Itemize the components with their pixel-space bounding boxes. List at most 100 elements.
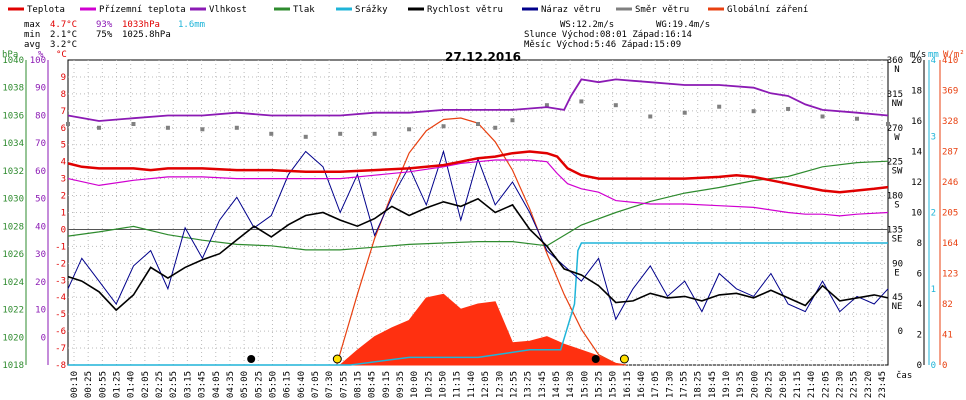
temperature-tick-label: -5 <box>55 310 66 320</box>
direction-point <box>613 103 618 108</box>
stats-hum-min: 75% <box>96 30 113 40</box>
hpa-tick-label: 1030 <box>2 195 24 205</box>
x-tick-label: 12:30 <box>495 371 505 398</box>
info-ws: WS:12.2m/s <box>560 20 614 30</box>
compass-label: NE <box>892 302 903 312</box>
humidity-tick-label: 100 <box>30 56 46 66</box>
ground-temperature-line <box>67 159 889 217</box>
x-tick-label: 10:00 <box>410 371 420 398</box>
x-tick-label: 16:15 <box>623 371 633 398</box>
compass-label: SW <box>892 167 903 177</box>
wind-speed-tick-label: 18 <box>911 87 922 97</box>
wind-unit-label: m/s <box>910 50 926 60</box>
direction-point <box>303 134 308 139</box>
radiation-max-line <box>336 117 627 366</box>
direction-point <box>338 131 343 136</box>
temperature-tick-label: 1 <box>61 209 66 219</box>
radiation-tick-label: 0 <box>942 361 947 371</box>
direction-point <box>200 127 205 132</box>
temperature-tick-label: -8 <box>55 361 66 371</box>
wind-speed-tick-label: 16 <box>911 117 922 127</box>
legend-label: Směr větru <box>635 5 689 15</box>
temperature-tick-label: -1 <box>55 242 66 252</box>
x-tick-label: 21:15 <box>793 371 803 398</box>
stats-press-max: 1033hPa <box>122 20 160 30</box>
x-tick-label: 03:15 <box>183 371 193 398</box>
radiation-tick-label: 410 <box>942 56 958 66</box>
radiation-tick-label: 205 <box>942 209 958 219</box>
compass-label: S <box>894 201 899 211</box>
time-axis-label: čas <box>896 370 912 381</box>
x-tick-label: 18:45 <box>708 371 718 398</box>
direction-point <box>493 125 498 130</box>
direction-tick-label: 45 <box>892 293 903 303</box>
direction-point <box>476 122 480 127</box>
stats-avg-label: avg <box>24 40 40 50</box>
direction-point <box>234 125 239 130</box>
x-tick-label: 00:10 <box>70 371 80 398</box>
wind-speed-tick-label: 14 <box>911 148 922 158</box>
hpa-tick-label: 1036 <box>2 111 24 121</box>
stats-temp-avg: 3.2°C <box>50 40 77 50</box>
wind-speed-tick-label: 2 <box>917 331 922 341</box>
direction-point <box>820 114 825 119</box>
sunset-marker <box>619 354 629 364</box>
hpa-tick-label: 1026 <box>2 250 24 260</box>
info-wg: WG:19.4m/s <box>656 20 710 30</box>
humidity-tick-label: 70 <box>35 139 46 149</box>
hpa-tick-label: 1018 <box>2 361 24 371</box>
x-tick-label: 11:15 <box>453 371 463 398</box>
hpa-tick-label: 1038 <box>2 84 24 94</box>
legend-label: Náraz větru <box>541 5 601 15</box>
temperature-tick-label: 5 <box>61 141 66 151</box>
direction-tick-label: 270 <box>887 124 903 134</box>
hpa-unit-label: hPa <box>2 50 18 60</box>
x-tick-label: 08:45 <box>368 371 378 398</box>
x-tick-label: 06:15 <box>283 371 293 398</box>
legend-label: Teplota <box>27 5 65 15</box>
x-tick-label: 05:50 <box>268 371 278 398</box>
x-tick-label: 07:05 <box>311 371 321 398</box>
temperature-tick-label: -6 <box>55 327 66 337</box>
rain-line <box>68 242 888 366</box>
x-tick-label: 17:55 <box>680 371 690 398</box>
stats-max-label: max <box>24 20 41 30</box>
x-tick-label: 20:50 <box>779 371 789 398</box>
hpa-tick-label: 1034 <box>2 139 24 149</box>
x-tick-label: 22:55 <box>850 371 860 398</box>
compass-label: E <box>894 268 899 278</box>
direction-tick-label: 0 <box>898 327 903 337</box>
x-tick-label: 05:00 <box>240 371 250 398</box>
x-tick-label: 03:45 <box>198 371 208 398</box>
x-tick-label: 10:50 <box>439 371 449 398</box>
x-tick-label: 01:25 <box>113 371 123 398</box>
radiation-tick-label: 164 <box>942 239 958 249</box>
x-tick-label: 04:05 <box>212 371 222 398</box>
direction-point <box>131 122 136 127</box>
temperature-tick-label: -4 <box>55 293 66 303</box>
temperature-tick-label: 8 <box>61 90 66 100</box>
x-tick-label: 09:15 <box>382 371 392 398</box>
x-tick-label: 07:30 <box>325 371 335 398</box>
x-tick-label: 04:35 <box>226 371 236 398</box>
chart-title: 27.12.2016 <box>445 50 521 64</box>
wind-speed-line <box>67 197 889 312</box>
wind-speed-tick-label: 4 <box>917 300 922 310</box>
x-tick-label: 13:25 <box>524 371 534 398</box>
rain-unit-label: mm <box>928 50 939 60</box>
stats-temp-max: 4.7°C <box>50 20 77 30</box>
x-tick-label: 21:40 <box>807 371 817 398</box>
hpa-tick-label: 1028 <box>2 222 24 232</box>
info-moon: Měsíc Východ:5:46 Západ:15:09 <box>524 40 681 50</box>
temperature-tick-label: 3 <box>61 175 66 185</box>
x-tick-label: 17:30 <box>665 371 675 398</box>
x-tick-label: 16:40 <box>637 371 647 398</box>
direction-point <box>510 118 515 123</box>
direction-point <box>648 114 653 119</box>
legend-label: Tlak <box>293 5 315 15</box>
humidity-tick-label: 50 <box>35 195 46 205</box>
radiation-tick-label: 123 <box>942 270 958 280</box>
x-tick-label: 07:55 <box>339 371 349 398</box>
direction-point <box>579 99 584 104</box>
